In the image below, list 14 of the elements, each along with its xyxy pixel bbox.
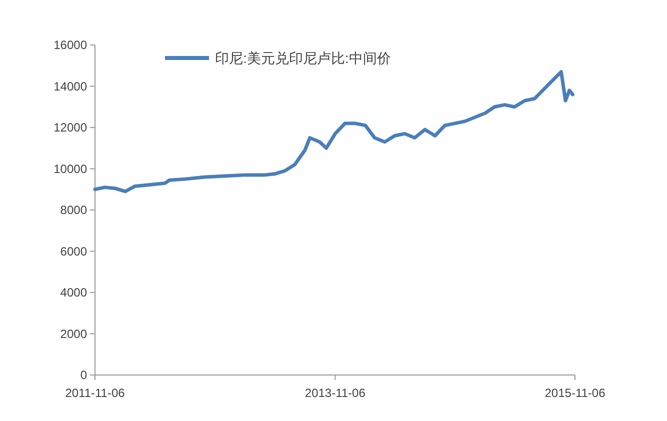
x-tick-label: 2015-11-06 bbox=[544, 386, 606, 400]
y-tick-label: 6000 bbox=[60, 244, 88, 258]
y-tick-label: 8000 bbox=[60, 203, 88, 218]
x-tick-label: 2013-11-06 bbox=[304, 386, 366, 400]
y-tick-label: 4000 bbox=[60, 286, 88, 300]
x-tick-label: 2011-11-06 bbox=[65, 386, 126, 400]
y-tick-label: 14000 bbox=[54, 79, 88, 94]
y-tick-label: 16000 bbox=[54, 38, 88, 52]
y-tick-label: 2000 bbox=[60, 326, 88, 341]
line-series bbox=[93, 70, 574, 194]
y-tick-label: 0 bbox=[80, 368, 88, 382]
y-tick-label: 12000 bbox=[54, 120, 88, 135]
legend-label: 印尼:美元兑印尼卢比:中间价 bbox=[215, 50, 391, 66]
y-tick-label: 10000 bbox=[54, 162, 88, 176]
